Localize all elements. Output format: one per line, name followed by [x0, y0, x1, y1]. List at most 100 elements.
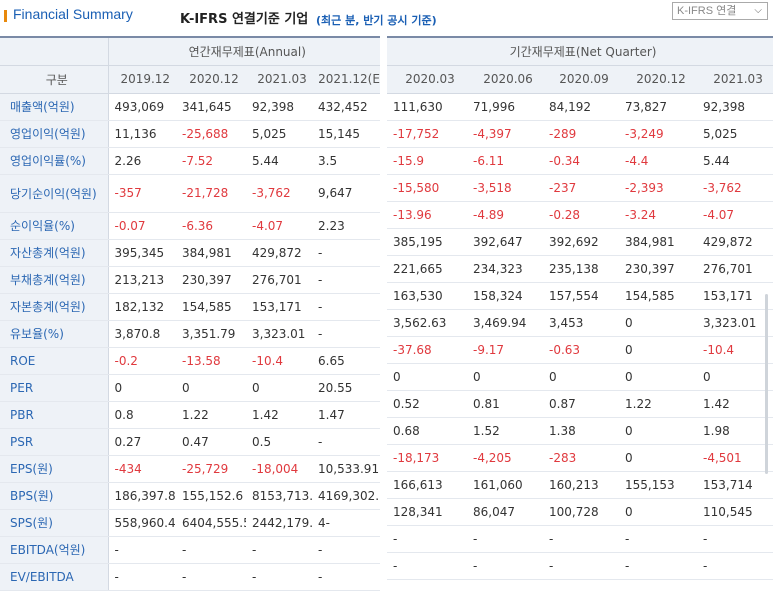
annual-cell: 3,323.01: [246, 320, 312, 348]
quarter-cell: 0: [697, 363, 773, 391]
table-row: 순이익율(%) -0.07 -6.36 -4.07 2.23: [0, 212, 381, 240]
quarter-cell: 163,530: [387, 282, 467, 310]
annual-cell: -: [312, 320, 381, 348]
annual-cell: 6404,555.5: [176, 509, 246, 537]
annual-cell: -: [312, 563, 381, 591]
quarter-cell: 392,647: [467, 228, 543, 256]
category-header: 구분: [0, 65, 109, 94]
table-row: 385,195 392,647 392,692 384,981 429,872: [387, 228, 773, 256]
annual-cell: 3,351.79: [176, 320, 246, 348]
table-row: 매출액(억원) 493,069 341,645 92,398 432,452: [0, 93, 381, 121]
annual-cell: -18,004: [246, 455, 312, 483]
annual-cell: -: [312, 293, 381, 321]
annual-cell: 11,136: [108, 120, 176, 148]
quarter-cell: -15,580: [387, 174, 467, 202]
ifrs-basis-select[interactable]: K-IFRS 연결 ⌵: [672, 2, 768, 20]
quarter-cell: 160,213: [543, 471, 619, 499]
table-row: 166,613 161,060 160,213 155,153 153,714: [387, 471, 773, 499]
row-label[interactable]: EV/EBITDA: [0, 563, 109, 591]
row-label[interactable]: 영업이익률(%): [0, 147, 109, 175]
annual-cell: 493,069: [108, 93, 176, 121]
quarter-cell: -3,762: [697, 174, 773, 202]
annual-cell: -: [176, 536, 246, 564]
quarter-cell: -0.34: [543, 147, 619, 175]
quarter-cell: 110,545: [697, 498, 773, 526]
annual-cell: 2442,179.0: [246, 509, 312, 537]
quarter-cell: -37.68: [387, 336, 467, 364]
quarter-cell: 84,192: [543, 93, 619, 121]
annual-cell: 1.22: [176, 401, 246, 429]
quarter-scrollbar[interactable]: [765, 294, 768, 474]
quarter-cell: -: [619, 552, 697, 580]
annual-cell: 154,585: [176, 293, 246, 321]
quarter-cell: 230,397: [619, 255, 697, 283]
row-label[interactable]: 유보율(%): [0, 320, 109, 348]
quarter-cell: 100,728: [543, 498, 619, 526]
row-label[interactable]: 자본총계(억원): [0, 293, 109, 321]
quarter-cell: -283: [543, 444, 619, 472]
table-row: -37.68 -9.17 -0.63 0 -10.4: [387, 336, 773, 364]
annual-cell: 0: [108, 374, 176, 402]
quarter-cell: -6.11: [467, 147, 543, 175]
row-label[interactable]: ROE: [0, 347, 109, 375]
quarter-cell: -18,173: [387, 444, 467, 472]
annual-year-header: 2021.12(E: [312, 65, 381, 94]
annual-cell: 384,981: [176, 239, 246, 267]
annual-cell: 432,452: [312, 93, 381, 121]
quarter-cell: -: [387, 552, 467, 580]
quarter-cell: -: [543, 525, 619, 553]
row-label[interactable]: 당기순이익(억원): [0, 174, 109, 213]
quarter-cell: 276,701: [697, 255, 773, 283]
quarter-cell: -9.17: [467, 336, 543, 364]
chevron-down-icon: ⌵: [754, 5, 762, 16]
row-label[interactable]: PBR: [0, 401, 109, 429]
annual-cell: -4.07: [246, 212, 312, 240]
annual-cell: 182,132: [108, 293, 176, 321]
row-label[interactable]: 매출액(억원): [0, 93, 109, 121]
table-row: PER 0 0 0 20.55: [0, 374, 381, 402]
table-row: BPS(원)186,397.8155,152.68153,713.54169,3…: [0, 482, 381, 510]
annual-cell: 0.8: [108, 401, 176, 429]
row-label[interactable]: 순이익율(%): [0, 212, 109, 240]
report-basis-note: (최근 분, 반기 공시 기준): [316, 14, 437, 27]
quarter-group-header: 기간재무제표(Net Quarter): [387, 36, 773, 66]
row-label[interactable]: 자산총계(억원): [0, 239, 109, 267]
table-row: -15,580 -3,518 -237 -2,393 -3,762: [387, 174, 773, 202]
annual-cell: 4-: [312, 509, 381, 537]
ifrs-basis-select-value: K-IFRS 연결: [677, 5, 737, 17]
quarter-period-header: 2020.03: [387, 65, 467, 94]
quarter-cell: -: [697, 552, 773, 580]
row-label[interactable]: EPS(원): [0, 455, 109, 483]
quarter-cell: 111,630: [387, 93, 467, 121]
annual-cell: -13.58: [176, 347, 246, 375]
row-label[interactable]: 영업이익(억원): [0, 120, 109, 148]
table-row: PBR 0.8 1.22 1.42 1.47: [0, 401, 381, 429]
quarter-cell: -3.24: [619, 201, 697, 229]
row-label[interactable]: EBITDA(억원): [0, 536, 109, 564]
row-label[interactable]: PER: [0, 374, 109, 402]
quarter-cell: 221,665: [387, 255, 467, 283]
annual-cell: 429,872: [246, 239, 312, 267]
annual-cell: 3,870.8: [108, 320, 176, 348]
quarter-period-header: 2020.12: [619, 65, 697, 94]
table-row: 0.68 1.52 1.38 0 1.98: [387, 417, 773, 445]
table-row: 0.52 0.81 0.87 1.22 1.42: [387, 390, 773, 418]
table-row: -----: [387, 525, 773, 553]
row-label[interactable]: 부채총계(억원): [0, 266, 109, 294]
annual-year-header: 2020.12: [176, 65, 246, 94]
table-row: ROE -0.2 -13.58 -10.4 6.65: [0, 347, 381, 375]
quarter-cell: -4.07: [697, 201, 773, 229]
quarter-cell: 0: [543, 363, 619, 391]
row-label[interactable]: SPS(원): [0, 509, 109, 537]
section-title: Financial Summary: [13, 6, 133, 22]
quarter-cell: 0: [619, 498, 697, 526]
row-label[interactable]: BPS(원): [0, 482, 109, 510]
quarter-cell: 92,398: [697, 93, 773, 121]
quarter-cell: 3,323.01: [697, 309, 773, 337]
quarter-cell: 1.38: [543, 417, 619, 445]
table-row: 163,530 158,324 157,554 154,585 153,171: [387, 282, 773, 310]
annual-cell: 155,152.6: [176, 482, 246, 510]
row-label[interactable]: PSR: [0, 428, 109, 456]
quarter-cell: -: [697, 525, 773, 553]
annual-cell: -3,762: [246, 174, 312, 213]
